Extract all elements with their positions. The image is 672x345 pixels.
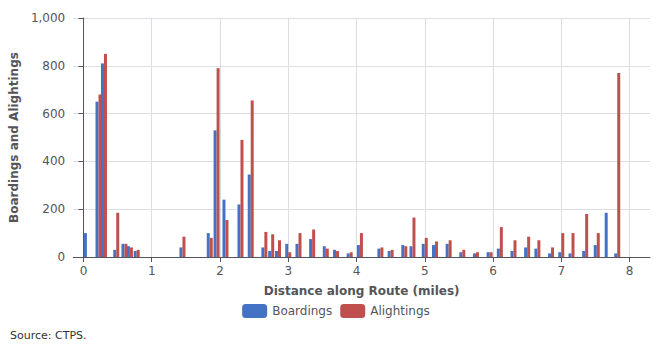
- svg-text:800: 800: [42, 59, 65, 73]
- svg-text:4: 4: [353, 264, 361, 278]
- svg-text:3: 3: [284, 264, 292, 278]
- svg-text:Source: CTPS.: Source: CTPS.: [10, 329, 87, 342]
- svg-text:Alightings: Alightings: [370, 304, 430, 318]
- svg-text:7: 7: [557, 264, 565, 278]
- svg-text:5: 5: [421, 264, 429, 278]
- svg-text:400: 400: [42, 154, 65, 168]
- svg-text:Boardings and Alightings: Boardings and Alightings: [7, 52, 21, 223]
- svg-text:1,000: 1,000: [31, 11, 65, 25]
- svg-text:Boardings: Boardings: [272, 304, 332, 318]
- svg-text:0: 0: [58, 250, 66, 264]
- svg-text:1: 1: [148, 264, 156, 278]
- svg-text:0: 0: [80, 264, 88, 278]
- svg-text:8: 8: [626, 264, 634, 278]
- svg-text:Distance along Route (miles): Distance along Route (miles): [264, 284, 460, 298]
- svg-text:200: 200: [42, 202, 65, 216]
- svg-text:2: 2: [216, 264, 224, 278]
- svg-text:6: 6: [489, 264, 497, 278]
- svg-text:600: 600: [42, 107, 65, 121]
